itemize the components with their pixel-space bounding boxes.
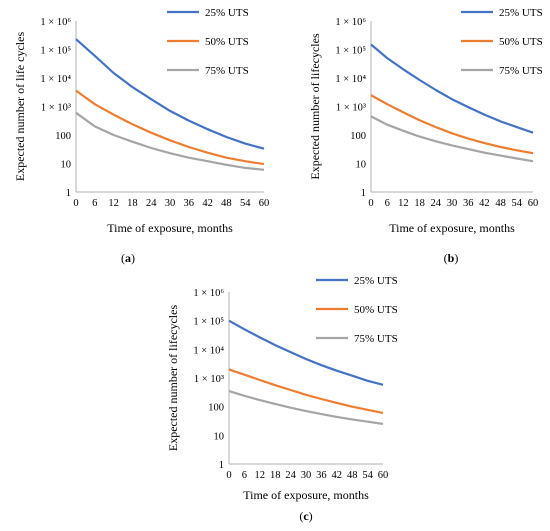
x-tick-label: 0 [226,470,231,481]
chart-panel-3: 1 10 100 1 × 10³ 1 × 10⁴ 1 × 10⁵ 1 × 10⁶ 0 6 12 18… [166,275,398,523]
y-tick-label: 10 [61,160,72,171]
y-tick-label: 100 [350,131,366,142]
y-tick-label: 1 × 10⁶ [193,288,224,299]
y-tick-label: 1 × 10⁴ [193,345,224,356]
series-line-50-uts [75,89,265,166]
x-tick-label: 30 [165,198,176,209]
series-line-50-uts [370,94,534,155]
x-tick-label: 54 [362,470,373,481]
x-tick-label: 6 [242,470,247,481]
chart-panel-1: 1 10 100 1 × 10³ 1 × 10⁴ 1 × 10⁵ 1 × 10⁶ 0 6 12 18… [13,7,269,265]
x-tick-label: 54 [512,198,523,209]
x-axis-title: Time of exposure, months [243,488,369,502]
y-tick-label: 1 × 10⁴ [335,74,366,85]
x-tick-label: 6 [92,198,97,209]
legend-label: 50% UTS [499,36,543,48]
x-tick-label: 48 [221,198,232,209]
series-line-25-uts [228,319,384,386]
y-tick-label: 1 × 10³ [194,374,224,385]
y-tick-label: 1 × 10⁶ [40,17,71,28]
x-tick-label: 30 [301,470,312,481]
x-axis-title: Time of exposure, months [107,221,233,235]
x-tick-label: 42 [332,470,343,481]
x-tick-label: 36 [463,198,474,209]
y-tick-label: 1 [219,460,224,471]
legend-label: 50% UTS [205,36,249,48]
y-tick-label: 1 × 10⁵ [193,317,224,328]
y-tick-label: 10 [214,431,225,442]
series-line-75-uts [75,111,265,171]
x-tick-label: 60 [528,198,539,209]
y-tick-label: 1 × 10³ [336,103,366,114]
x-tick-label: 60 [378,470,389,481]
y-tick-label: 1 × 10³ [41,103,71,114]
y-axis-title: Expected number of lifecycles [166,305,180,452]
y-axis-title: Expected number of lifecycles [308,33,322,180]
x-tick-label: 42 [202,198,213,209]
y-tick-label: 1 [361,188,366,199]
x-tick-label: 12 [108,198,119,209]
panel-label: (a) [121,251,135,265]
x-tick-label: 48 [495,198,506,209]
legend-label: 50% UTS [354,304,398,316]
y-tick-label: 1 [66,188,71,199]
legend-label: 25% UTS [354,275,398,287]
x-tick-label: 0 [368,198,373,209]
y-tick-label: 1 × 10⁵ [335,46,366,57]
legend-label: 75% UTS [354,333,398,345]
x-tick-label: 0 [73,198,78,209]
x-tick-label: 18 [414,198,425,209]
legend-label: 25% UTS [499,7,543,19]
series-line-50-uts [228,368,384,415]
y-axis-title: Expected number of life cycles [13,32,27,182]
x-tick-label: 18 [127,198,138,209]
x-tick-label: 24 [285,470,296,481]
series-line-75-uts [370,115,534,163]
y-tick-label: 100 [55,131,71,142]
x-tick-label: 12 [255,470,266,481]
x-tick-label: 36 [316,470,327,481]
y-tick-label: 10 [356,160,367,171]
x-tick-label: 18 [270,470,281,481]
x-tick-label: 24 [431,198,442,209]
panel-label: (b) [444,251,459,265]
legend-label: 25% UTS [205,7,249,19]
y-tick-label: 1 × 10⁴ [40,74,71,85]
x-tick-label: 60 [259,198,270,209]
legend-label: 75% UTS [205,65,249,77]
x-tick-label: 30 [447,198,458,209]
x-tick-label: 6 [385,198,390,209]
series-line-75-uts [228,390,384,425]
x-tick-label: 24 [146,198,157,209]
y-tick-label: 1 × 10⁶ [335,17,366,28]
x-tick-label: 12 [398,198,409,209]
x-tick-label: 48 [347,470,358,481]
x-tick-label: 36 [184,198,195,209]
legend-label: 75% UTS [499,65,543,77]
x-tick-label: 42 [479,198,490,209]
series-line-25-uts [75,38,265,150]
series-line-25-uts [370,43,534,134]
y-tick-label: 1 × 10⁵ [40,46,71,57]
x-tick-label: 54 [240,198,251,209]
panel-label: (c) [299,509,312,523]
chart-panel-2: 1 10 100 1 × 10³ 1 × 10⁴ 1 × 10⁵ 1 × 10⁶ 0 6 12 18… [308,7,543,265]
x-axis-title: Time of exposure, months [389,221,515,235]
y-tick-label: 100 [208,403,224,414]
